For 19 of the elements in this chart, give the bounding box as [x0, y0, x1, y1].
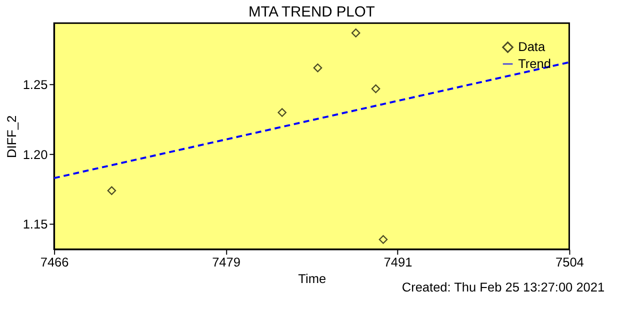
y-tick-label: 1.15 [22, 216, 48, 232]
point [351, 28, 360, 38]
point [278, 108, 286, 117]
chart-title: MTA TREND PLOT [248, 4, 375, 20]
point [313, 63, 322, 72]
point [107, 186, 116, 196]
point [378, 235, 388, 244]
y-tick-label: 1.25 [22, 77, 48, 92]
text: Created: Thu Feb 25 13:27:00 2021 [402, 280, 605, 295]
x-tick-label: 7504 [556, 254, 584, 270]
x-tick-label: 7466 [40, 254, 69, 270]
x-axis-title: Time [298, 271, 326, 286]
legend-label: Data [518, 39, 546, 54]
point [371, 84, 380, 94]
y-axis-title: DIFF_2 [4, 115, 19, 158]
y-tick-label: 1.20 [22, 146, 48, 162]
x-tick-label: 7491 [384, 254, 412, 270]
legend-label: Trend [518, 56, 551, 71]
x-tick-label: 7479 [212, 254, 240, 270]
